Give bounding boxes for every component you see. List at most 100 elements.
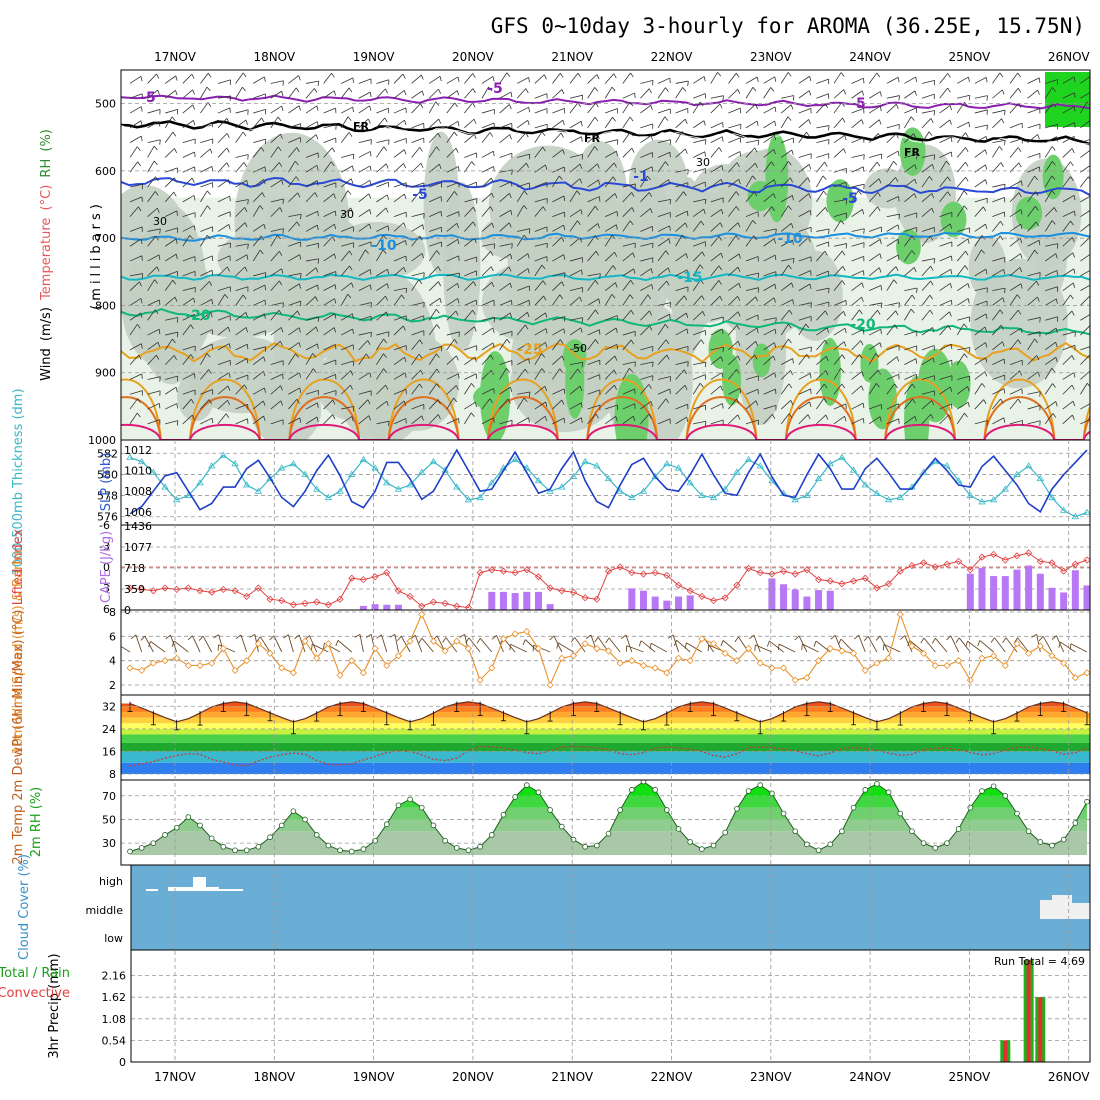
wind-barb [499, 222, 512, 232]
rh-marker [687, 839, 693, 845]
wind-barb-10m [187, 635, 201, 653]
wind-barb [305, 192, 318, 203]
wind-barb [569, 296, 583, 306]
wind-barb [657, 313, 671, 321]
wind-barb [323, 161, 335, 173]
p1-ylabel-rh: RH [39, 159, 54, 178]
date-label-bottom: 24NOV [849, 1070, 891, 1084]
wind-barb [217, 95, 232, 101]
thickness-marker [1059, 506, 1068, 513]
wind-barb [868, 342, 882, 351]
thickness-marker [838, 453, 846, 460]
wind-barb [869, 153, 883, 160]
p1-tick-label: 600 [95, 165, 116, 178]
wind-barb [499, 338, 511, 351]
wind-barb [745, 287, 760, 293]
wind-barb [816, 383, 828, 395]
wind-barb [411, 147, 423, 158]
wind-barb [1080, 237, 1090, 247]
wind-barb [640, 413, 652, 425]
rh-marker [208, 835, 215, 842]
wind-barb [446, 310, 459, 321]
wind-barb [340, 313, 354, 321]
wind-barb [499, 368, 510, 380]
wind-barb [1062, 310, 1075, 321]
wind-barb [411, 302, 425, 308]
wind-barb [464, 73, 476, 84]
wind-barb [235, 72, 247, 84]
wind-barb [305, 326, 319, 336]
cape-bar [978, 567, 986, 610]
wind-barb [569, 120, 583, 129]
wind-barb [710, 385, 723, 395]
wind-barb [323, 374, 337, 380]
wind-barb [147, 89, 160, 99]
wind-barb [587, 389, 601, 395]
wind-barb [235, 374, 249, 381]
wind-barb [886, 324, 898, 336]
wind-barb [341, 344, 354, 351]
thickness-marker [196, 479, 204, 486]
wind-barb [235, 109, 249, 115]
wind-speed-marker [476, 676, 484, 684]
wind-barb [833, 403, 847, 410]
wind-barb [305, 105, 319, 114]
wind-barb [587, 223, 600, 232]
li-marker [499, 567, 508, 575]
wind-barb [657, 116, 669, 129]
thickness-marker [558, 483, 566, 490]
date-label-top: 18NOV [253, 50, 295, 64]
wind-barb-10m [1051, 635, 1065, 653]
rh-marker [477, 843, 483, 850]
wind-barb [340, 265, 353, 277]
wind-barb [252, 76, 266, 84]
wind-barb [305, 296, 318, 306]
wind-barb [569, 385, 583, 395]
wind-barb [833, 220, 845, 232]
wind-barb [235, 384, 248, 395]
wind-barb [798, 226, 812, 233]
wind-barb [763, 271, 777, 277]
wind-barb [182, 151, 196, 158]
wind-barb [340, 132, 353, 143]
wind-barb [182, 138, 196, 144]
wind-barb [288, 160, 299, 173]
isotherm-freezing-inner [121, 123, 1090, 145]
wind-barb [604, 224, 618, 232]
wind-barb [147, 266, 160, 277]
rh-region-mid [177, 371, 215, 422]
wind-barb [1027, 239, 1041, 247]
wind-barb [622, 388, 636, 395]
wind-barb [798, 283, 812, 291]
wind-barb [587, 339, 599, 351]
wind-barb [1027, 221, 1040, 232]
wind-barb [992, 388, 1006, 395]
wind-barb [904, 133, 917, 143]
wind-barb [693, 404, 707, 411]
thickness-marker [184, 491, 193, 498]
wind-barb [622, 415, 636, 425]
wind-barb [710, 208, 724, 217]
wind-barb [1027, 191, 1039, 203]
wind-speed-marker [441, 647, 449, 655]
wind-barb [745, 388, 759, 395]
wind-speed-marker [850, 649, 858, 657]
wind-barb [164, 338, 176, 351]
rh-marker [664, 807, 670, 813]
wind-barb [129, 226, 143, 232]
wind-barb [252, 223, 266, 232]
wind-barb [376, 139, 390, 145]
p7-tick-label: low [104, 932, 123, 945]
wind-barb [217, 224, 231, 232]
wind-barb [816, 241, 830, 247]
wind-barb [1062, 268, 1076, 277]
wind-barb [798, 270, 812, 277]
wind-barb [499, 152, 513, 159]
wind-barb [798, 354, 810, 365]
wind-barb [393, 418, 407, 425]
li-marker [943, 560, 951, 568]
wind-barb [904, 294, 916, 306]
wind-barb [376, 88, 389, 99]
